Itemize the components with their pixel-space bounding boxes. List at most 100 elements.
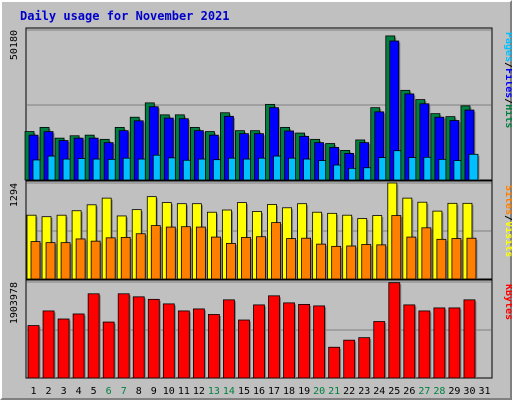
visits-sites-max-label: 1294 <box>9 183 20 207</box>
x-tick-label: 27 <box>418 386 430 397</box>
kbytes-bar <box>298 303 310 379</box>
sites-bar <box>436 238 447 280</box>
kbytes-bar <box>102 321 115 379</box>
kbytes-series-label-part: KBytes <box>503 284 512 320</box>
hits-files-pages-series-label: Pages/Files/Hits <box>503 32 512 128</box>
x-tick-label: 25 <box>388 386 400 397</box>
x-tick-label: 30 <box>463 386 475 397</box>
kbytes-bar <box>192 308 205 379</box>
kbytes-bar <box>283 302 295 379</box>
sites-bar <box>180 226 191 280</box>
x-tick-label: 22 <box>343 386 355 397</box>
sites-bar <box>361 244 372 280</box>
x-tick-label: 2 <box>46 386 52 397</box>
kbytes-bar <box>177 310 190 379</box>
sites-bar <box>316 243 327 280</box>
sites-bar <box>286 238 296 280</box>
kbytes-bar <box>72 313 85 379</box>
x-tick-label: 17 <box>268 386 280 397</box>
sites-bar <box>421 227 432 280</box>
x-tick-label: 15 <box>238 386 250 397</box>
sites-bar <box>195 226 206 280</box>
chart-title: Daily usage for November 2021 <box>20 9 230 23</box>
visits-sites-series-label-part: / <box>503 215 512 221</box>
x-tick-label: 26 <box>403 386 415 397</box>
sites-bar <box>105 237 116 280</box>
x-tick-label: 28 <box>433 386 445 397</box>
sites-bar <box>45 242 56 280</box>
kbytes-bar <box>343 339 356 379</box>
kbytes-bar <box>208 314 220 379</box>
kbytes-bar <box>223 299 235 379</box>
kbytes-bar <box>238 319 250 379</box>
sites-bar <box>346 245 357 280</box>
x-tick-label: 29 <box>448 386 460 397</box>
kbytes-bar <box>448 307 461 379</box>
hits-files-pages-series-label-part: / <box>503 62 512 68</box>
hits-files-pages-series-label-part: Hits <box>503 104 512 128</box>
x-tick-label: 13 <box>208 386 220 397</box>
sites-bar <box>150 225 161 280</box>
sites-bar <box>135 233 146 280</box>
kbytes-bar <box>328 346 341 379</box>
kbytes-bar <box>433 307 446 379</box>
sites-bar <box>466 237 477 280</box>
x-tick-label: 6 <box>106 386 112 397</box>
sites-bar <box>60 242 71 280</box>
visits-sites-series-label-part: Visits <box>503 221 512 257</box>
kbytes-bar <box>42 310 55 379</box>
kbytes-bar <box>27 325 40 379</box>
hits-files-pages-series-label-part: Pages <box>503 32 512 62</box>
x-tick-label: 3 <box>61 386 67 397</box>
sites-bar <box>90 240 101 280</box>
kbytes-max-label: 1903978 <box>9 282 20 324</box>
x-tick-label: 12 <box>193 386 205 397</box>
x-tick-label: 7 <box>121 386 127 397</box>
kbytes-bar <box>162 303 175 379</box>
visits-sites-series-label: Sites/Visits <box>503 185 512 257</box>
sites-bar <box>331 245 342 280</box>
kbytes-bar <box>463 299 476 379</box>
x-tick-label: 21 <box>328 386 340 397</box>
sites-bar <box>211 236 221 280</box>
kbytes-bar <box>373 321 386 379</box>
x-tick-label: 24 <box>373 386 385 397</box>
sites-bar <box>241 237 251 280</box>
x-tick-label: 18 <box>283 386 295 397</box>
x-tick-label: 1 <box>31 386 37 397</box>
kbytes-bar <box>57 318 70 379</box>
kbytes-bar <box>403 304 416 379</box>
kbytes-bar <box>117 293 130 379</box>
kbytes-bar <box>253 304 265 379</box>
hits-files-pages-max-label: 50180 <box>9 30 20 60</box>
visits-sites-series-label-part: Sites <box>503 185 512 215</box>
kbytes-bar <box>418 310 431 379</box>
sites-bar <box>30 241 41 280</box>
sites-bar <box>271 222 281 280</box>
x-tick-label: 31 <box>478 386 490 397</box>
kbytes-bar <box>87 293 100 379</box>
sites-bar <box>406 236 417 280</box>
x-tick-label: 5 <box>91 386 97 397</box>
x-tick-label: 9 <box>151 386 157 397</box>
sites-bar <box>256 236 266 280</box>
x-tick-label: 20 <box>313 386 325 397</box>
x-tick-label: 10 <box>163 386 175 397</box>
kbytes-bar <box>268 295 280 379</box>
sites-bar <box>165 226 176 280</box>
hits-files-pages-series-label-part: / <box>503 98 512 104</box>
x-tick-label: 11 <box>178 386 190 397</box>
pages-bar <box>468 153 479 181</box>
sites-bar <box>376 244 387 280</box>
sites-bar <box>391 215 402 280</box>
sites-bar <box>451 238 462 280</box>
kbytes-series-label: KBytes <box>503 284 512 320</box>
x-tick-label: 19 <box>298 386 310 397</box>
sites-bar <box>75 238 86 280</box>
x-tick-label: 4 <box>76 386 82 397</box>
x-tick-label: 23 <box>358 386 370 397</box>
kbytes-bar <box>388 282 401 379</box>
x-tick-label: 8 <box>136 386 142 397</box>
kbytes-bar <box>132 296 145 379</box>
